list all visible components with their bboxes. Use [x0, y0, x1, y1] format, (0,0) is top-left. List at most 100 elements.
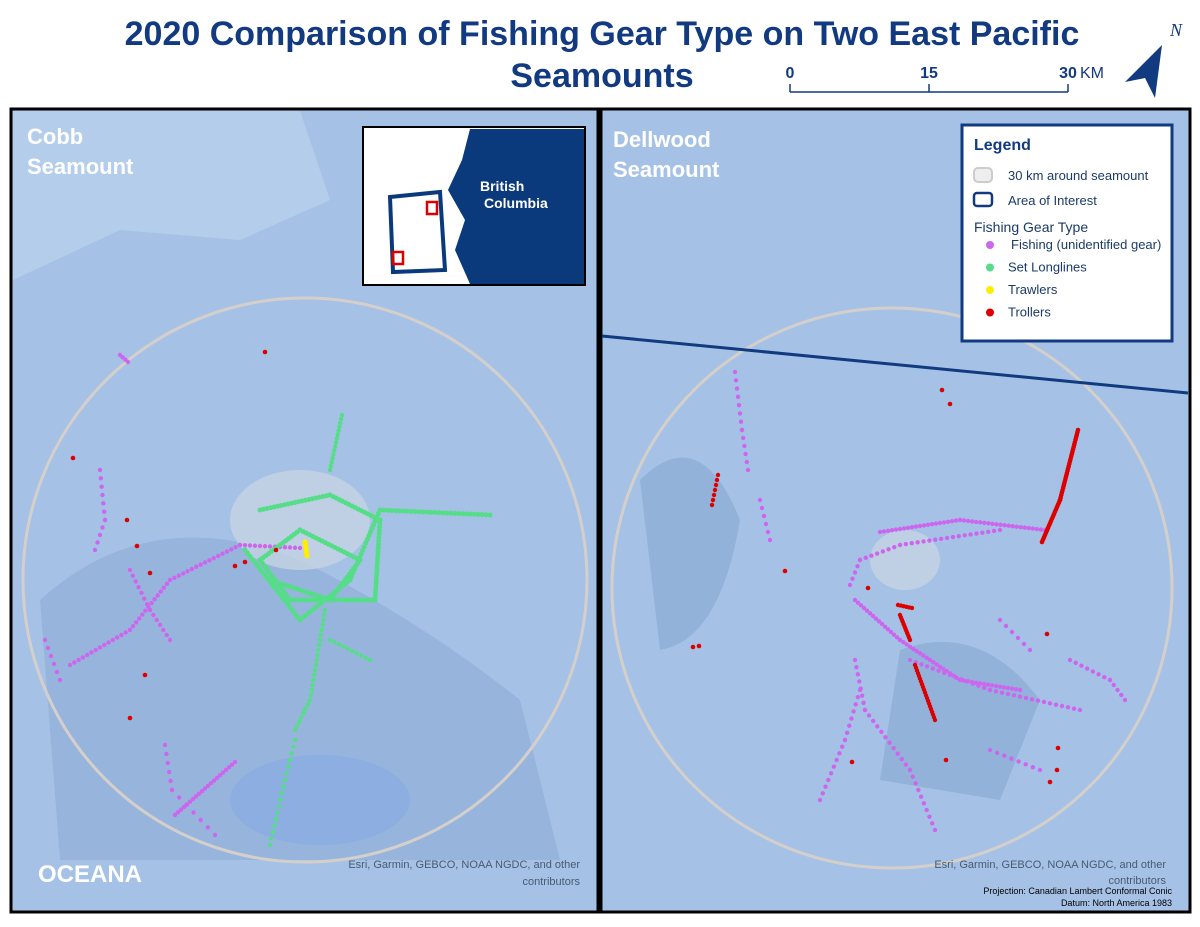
legend-dot [986, 241, 994, 249]
track-point [106, 640, 111, 645]
track-point [279, 790, 285, 796]
track-point [1017, 687, 1023, 693]
track-point [114, 635, 120, 640]
track-point [974, 531, 979, 536]
track-point [962, 533, 967, 538]
track-point [850, 576, 855, 581]
track-point [932, 827, 938, 833]
track-point [381, 507, 387, 513]
track-point [127, 627, 133, 633]
track-point [826, 777, 831, 783]
track-point [350, 648, 355, 654]
terrain [640, 457, 740, 650]
track-point [361, 597, 367, 603]
track-point [929, 522, 935, 527]
north-arrow [1125, 45, 1162, 98]
scale-label: 0 [786, 65, 795, 82]
track-point [161, 627, 166, 633]
legend-item: Fishing (unidentified gear) [1011, 237, 1161, 252]
track-point [956, 533, 962, 539]
track-point [982, 520, 987, 526]
track-point [715, 472, 721, 478]
track-point [1102, 674, 1107, 680]
track-point [1005, 691, 1011, 697]
track-point [931, 660, 936, 665]
track-point [998, 522, 1003, 527]
buffer-circle [21, 296, 589, 864]
track-point [950, 534, 956, 540]
track-point [97, 532, 103, 538]
track-point [735, 394, 741, 400]
track-point [1030, 526, 1036, 531]
track-point [176, 795, 182, 800]
track-point [154, 617, 159, 623]
track-point [741, 435, 746, 441]
track-point [211, 778, 217, 783]
track-point [854, 664, 859, 670]
track-point [937, 664, 943, 669]
track-point [909, 541, 914, 546]
track-point [335, 432, 340, 437]
track-point [420, 509, 426, 515]
track-point [337, 424, 342, 429]
track-point [102, 517, 108, 523]
inset-map: British Columbia [362, 126, 586, 286]
track-point [964, 679, 970, 684]
track-point [405, 508, 410, 514]
track-point [881, 529, 887, 534]
track-point [859, 693, 865, 698]
track-point [314, 657, 319, 663]
track-point [440, 510, 446, 516]
track-point [1039, 539, 1045, 545]
track-point [925, 522, 931, 527]
track-point [899, 756, 905, 762]
track-point [742, 443, 747, 449]
track-point [333, 597, 339, 603]
track-point [424, 509, 430, 515]
track-point [986, 521, 991, 526]
track-point [987, 747, 993, 753]
track-point [852, 570, 858, 575]
track-point [190, 796, 196, 802]
track-point [187, 799, 193, 804]
track-point [1071, 706, 1077, 711]
track-point [211, 555, 216, 561]
track-point [840, 744, 845, 749]
track-point [1001, 685, 1007, 690]
track-point [341, 644, 346, 649]
track-point [242, 543, 248, 548]
track-point [943, 757, 949, 763]
track-point [140, 612, 145, 617]
track-point [1111, 682, 1116, 688]
track-point [167, 637, 173, 643]
track-point [412, 509, 418, 515]
track-point [855, 694, 861, 700]
track-point [863, 555, 868, 561]
track-point [1038, 527, 1044, 532]
track-point [345, 646, 350, 652]
track-point [876, 619, 882, 624]
track-point [882, 624, 888, 629]
track-point [976, 683, 981, 688]
track-point [273, 547, 279, 553]
track-point [885, 627, 891, 632]
track-point [1035, 698, 1041, 703]
track-point [292, 727, 298, 733]
track-point [1016, 759, 1021, 764]
track-point [734, 386, 740, 391]
track-point [144, 602, 150, 607]
track-point [978, 520, 983, 525]
track-point [1047, 779, 1053, 785]
track-point [217, 773, 223, 778]
track-point [990, 521, 995, 527]
track-point [855, 672, 861, 677]
track-point [903, 762, 909, 767]
track-point [416, 509, 422, 515]
track-point [97, 645, 103, 650]
track-point [134, 543, 140, 549]
track-point [853, 702, 858, 707]
title: Seamounts [510, 57, 693, 95]
track-point [289, 751, 294, 756]
track-point [1009, 629, 1015, 635]
track-point [713, 482, 719, 488]
